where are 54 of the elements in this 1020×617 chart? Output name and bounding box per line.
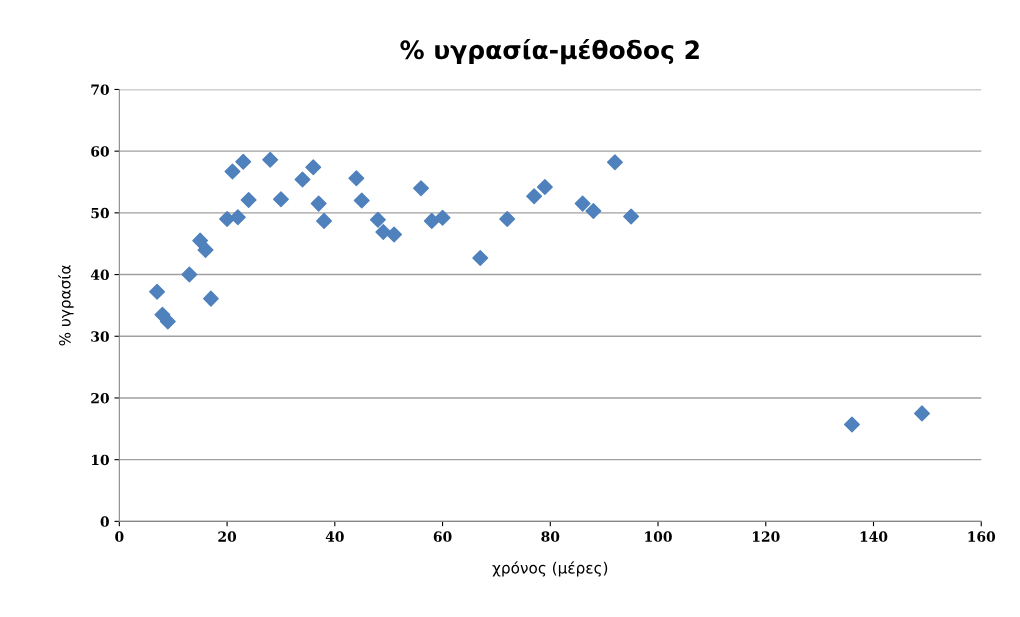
point [434,209,451,226]
point [192,232,209,249]
point [413,180,429,197]
x-tick-label: 120 [752,531,780,542]
point [914,405,930,422]
point [536,178,553,195]
x-tick-label: 160 [968,531,996,542]
y-tick-label: 70 [91,84,109,95]
point [606,154,623,171]
point [472,249,489,266]
chart-title: % υγρασία-μέθοδος 2 [400,38,699,65]
x-tick-label: 0 [115,531,124,542]
point [574,195,591,212]
point [219,211,236,228]
y-tick-label: 20 [91,392,109,404]
y-tick-label: 0 [100,516,109,527]
y-axis-title: % υγρασία [58,265,74,346]
point [316,212,333,229]
point [310,195,327,212]
point [262,151,279,168]
point [526,188,543,205]
x-tick-label: 140 [860,531,888,542]
point [294,171,311,188]
y-tick-label: 50 [91,207,109,219]
point [149,283,166,300]
x-tick-label: 60 [433,531,452,542]
x-tick-label: 40 [325,531,344,542]
point [623,208,640,225]
point [224,163,241,180]
point [369,211,386,228]
point [843,416,860,433]
point [240,191,257,208]
y-tick-label: 40 [90,269,109,281]
point [423,212,440,229]
point [499,211,516,228]
point [386,226,403,243]
x-tick-label: 100 [645,531,672,542]
point [159,313,176,330]
point [272,191,289,208]
point [197,241,214,258]
point [235,153,252,170]
x-tick-label: 80 [541,531,560,542]
y-tick-label: 60 [91,146,109,157]
point [305,159,322,176]
point [202,290,219,307]
y-tick-label: 30 [91,331,109,342]
point [348,170,365,187]
point [353,192,370,209]
point [585,203,602,219]
x-axis-title: χρόνος (μέρες) [492,561,608,577]
x-tick-label: 20 [218,531,237,542]
y-tick-label: 10 [91,454,109,466]
point [181,266,198,283]
point [229,209,246,226]
